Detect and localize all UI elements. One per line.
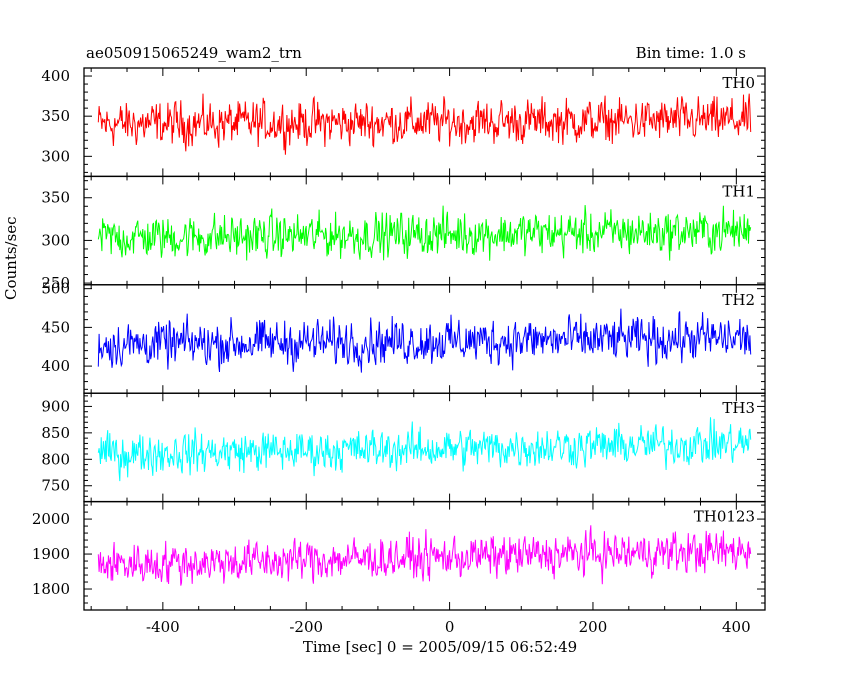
x-tick-label: 0 <box>445 618 455 636</box>
y-tick-label: 750 <box>41 477 70 495</box>
panel-label-th1: TH1 <box>722 182 755 200</box>
y-tick-label: 300 <box>41 231 70 249</box>
x-tick-label: -200 <box>289 618 323 636</box>
panel-label-th3: TH3 <box>722 399 755 417</box>
y-tick-label: 300 <box>41 147 70 165</box>
chart-title: ae050915065249_wam2_trn <box>86 44 302 62</box>
panel-label-th2: TH2 <box>722 291 755 309</box>
y-tick-label: 350 <box>41 189 70 207</box>
series-line-th3 <box>97 417 752 482</box>
series-line-th0123 <box>97 525 752 586</box>
y-tick-label: 850 <box>41 424 70 442</box>
panel-label-th0: TH0 <box>722 74 755 92</box>
x-tick-label: 200 <box>579 618 608 636</box>
y-tick-label: 450 <box>41 318 70 336</box>
x-tick-label: 400 <box>722 618 751 636</box>
x-axis-label: Time [sec] 0 = 2005/09/15 06:52:49 <box>302 638 578 656</box>
y-tick-label: 500 <box>41 280 70 298</box>
y-tick-label: 250 <box>41 274 70 292</box>
series-line-th0 <box>97 93 752 155</box>
y-tick-label: 350 <box>41 107 70 125</box>
panel-frame-th3 <box>83 392 766 503</box>
series-line-th1 <box>97 205 752 261</box>
y-tick-label: 900 <box>41 397 70 415</box>
x-tick-label: -400 <box>146 618 180 636</box>
y-tick-label: 400 <box>41 357 70 375</box>
panel-frame-th0123 <box>83 500 766 611</box>
panel-label-th0123: TH0123 <box>694 508 755 526</box>
y-tick-label: 800 <box>41 450 70 468</box>
series-line-th2 <box>97 308 752 373</box>
y-tick-label: 400 <box>41 67 70 85</box>
y-tick-label: 2000 <box>32 510 70 528</box>
y-tick-label: 1900 <box>32 545 70 563</box>
bin-time-label: Bin time: 1.0 s <box>635 44 746 62</box>
y-tick-label: 1800 <box>32 580 70 598</box>
